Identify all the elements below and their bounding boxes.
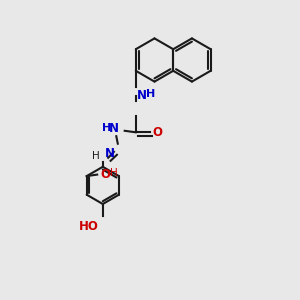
Text: O: O: [152, 126, 162, 139]
Text: H: H: [102, 123, 111, 134]
Text: H: H: [146, 89, 155, 99]
Text: HO: HO: [79, 220, 99, 233]
Text: N: N: [137, 89, 147, 102]
Text: N: N: [109, 122, 119, 135]
Text: H: H: [92, 151, 100, 161]
Text: H: H: [110, 168, 118, 178]
Text: O: O: [100, 168, 110, 181]
Text: N: N: [105, 147, 115, 160]
